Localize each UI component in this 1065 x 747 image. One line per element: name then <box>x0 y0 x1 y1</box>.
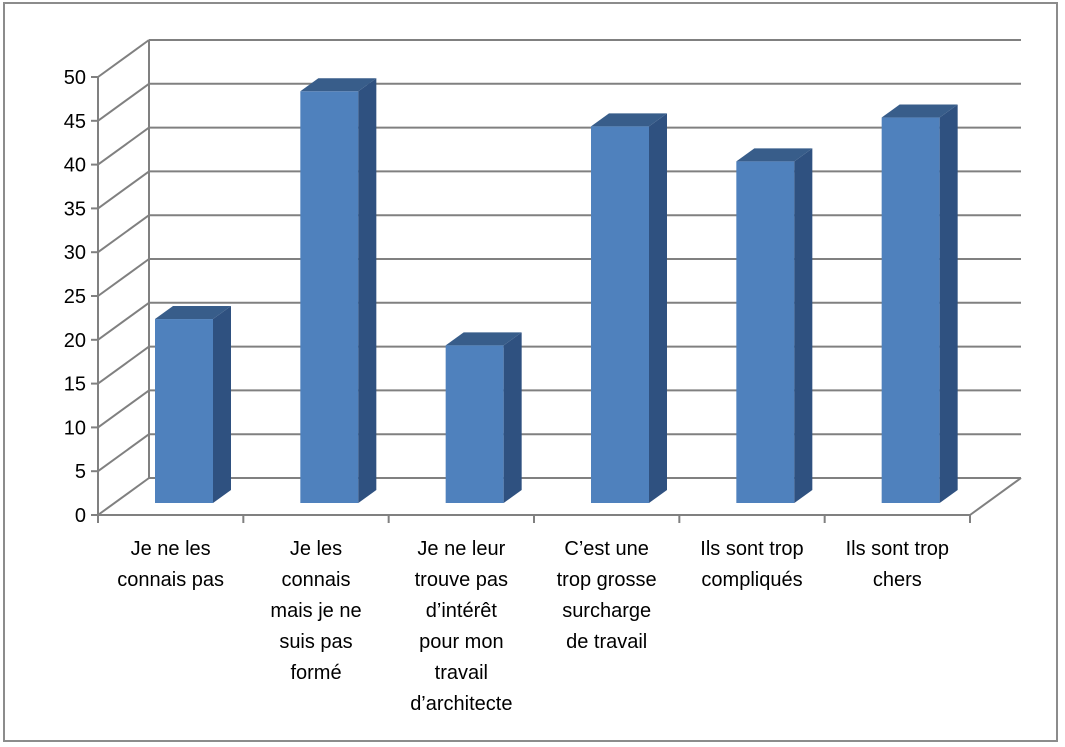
bar-front <box>736 161 795 504</box>
bar-front <box>300 91 359 503</box>
bar-top <box>881 104 958 118</box>
side-gridline <box>97 433 150 473</box>
bar-side <box>358 78 377 503</box>
y-tick-labels: 0 5 10 15 20 25 30 35 40 45 50 <box>64 67 86 527</box>
bar <box>300 78 377 503</box>
bar-front <box>591 126 649 503</box>
y-tick-label: 0 <box>75 505 86 527</box>
y-tick-label: 30 <box>64 242 86 264</box>
y-tick-label: 35 <box>64 198 86 220</box>
y-tick-label: 10 <box>64 417 86 439</box>
bar-top <box>591 113 667 127</box>
bar-side <box>503 332 522 503</box>
x-tick-label: C’est une trop grosse surcharge de trava… <box>556 538 657 653</box>
gridlines <box>91 39 1021 516</box>
bar-top <box>736 148 813 162</box>
bar <box>736 148 813 504</box>
side-gridline <box>97 345 150 385</box>
bar <box>155 306 231 503</box>
x-tick-label: Je ne les connais pas <box>117 538 225 591</box>
bar-top <box>445 332 522 346</box>
x-tick-label: Ils sont trop compliqués <box>700 538 804 591</box>
side-gridline <box>97 82 150 122</box>
side-gridline <box>97 389 150 429</box>
bar-top <box>155 306 231 320</box>
bar <box>445 332 522 503</box>
bar <box>881 104 958 503</box>
side-gridline <box>97 258 150 297</box>
x-tick-label: Je les connais mais je ne suis pas formé <box>270 538 362 684</box>
y-tick-label: 45 <box>64 111 86 133</box>
bars <box>155 78 958 504</box>
y-tick-label: 15 <box>64 374 86 396</box>
y-tick-label: 20 <box>64 330 86 352</box>
side-gridline <box>97 301 150 341</box>
y-tick-label: 25 <box>64 286 86 308</box>
bar-front <box>445 345 504 503</box>
side-gridline <box>97 214 150 254</box>
axes <box>97 40 1022 523</box>
bar-front <box>155 319 213 503</box>
side-gridline <box>97 477 150 516</box>
bar-side <box>213 306 231 503</box>
bar-front <box>881 117 940 503</box>
bar-side <box>794 148 813 504</box>
bar-side <box>939 104 958 503</box>
bar-top <box>300 78 377 92</box>
x-tick-label: Je ne leur trouve pas d’intérêt pour mon… <box>410 538 513 715</box>
bar <box>591 113 667 503</box>
floor-right-edge <box>969 477 1022 516</box>
y-tick-label: 40 <box>64 155 86 177</box>
side-gridline <box>97 126 150 166</box>
side-gridline <box>97 39 150 78</box>
y-tick-label: 5 <box>75 461 86 483</box>
x-tick-label: Ils sont trop chers <box>845 538 950 591</box>
bar-side <box>649 113 667 503</box>
y-tick-label: 50 <box>64 67 86 89</box>
side-gridline <box>97 170 150 210</box>
